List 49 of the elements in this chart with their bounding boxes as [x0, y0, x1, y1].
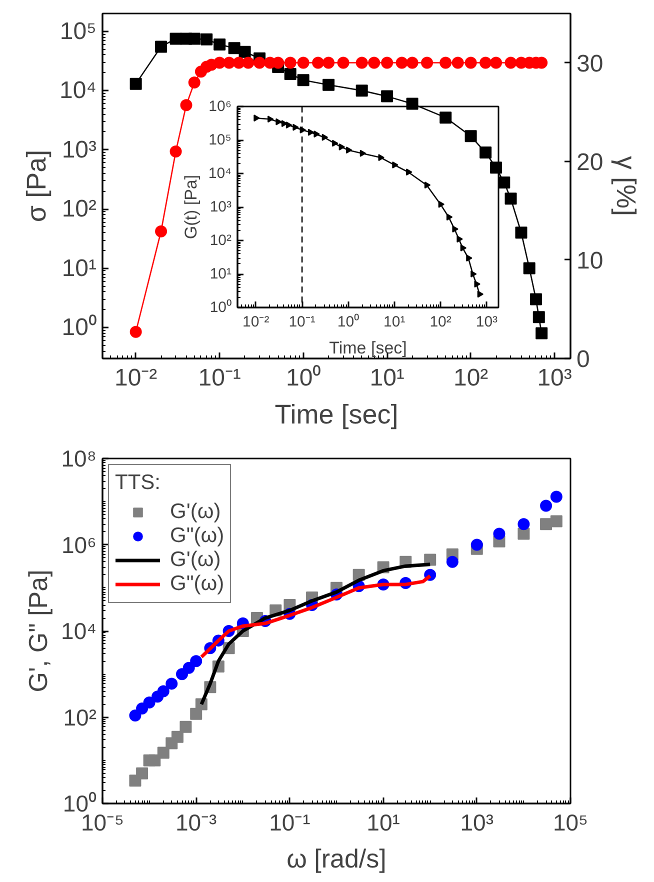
- y-tick-label: 10⁴: [208, 165, 232, 182]
- y2-tick-label: 20: [576, 148, 604, 176]
- x-tick-label: 10²: [430, 314, 452, 330]
- y-tick-label: 10³: [62, 136, 97, 164]
- y-tick-label: 10⁶: [208, 98, 232, 115]
- y-tick-label: 10²: [63, 704, 97, 730]
- y-tick-label: 10⁸: [61, 446, 97, 472]
- x-tick-label: 10⁵: [552, 810, 588, 836]
- legend-label: G"(ω): [170, 572, 224, 596]
- x-tick-label: 10¹: [384, 314, 406, 330]
- legend-label: G'(ω): [170, 548, 221, 572]
- y-tick-label: 10⁵: [208, 132, 232, 148]
- legend-label: G'(ω): [170, 500, 221, 524]
- y-tick-label: 10⁰: [210, 299, 232, 316]
- y-tick-label: 10³: [210, 198, 232, 216]
- y2-tick-label: 10: [576, 247, 604, 274]
- x-axis-title: ω [rad/s]: [286, 844, 386, 874]
- x-tick-label: 10¹: [370, 364, 404, 392]
- y-tick-label: 10¹: [210, 266, 232, 282]
- y-tick-label: 10⁴: [59, 77, 97, 104]
- y-axis-title: G(t) [Pa]: [181, 174, 200, 240]
- x-axis-title: Time [sec]: [329, 338, 407, 358]
- y-tick-label: 10¹: [62, 254, 97, 282]
- y-axis-title: G', G" [Pa]: [23, 570, 54, 692]
- x-tick-label: 10⁻¹: [198, 364, 241, 392]
- y-tick-label: 10²: [62, 196, 97, 223]
- y-tick-label: 10⁵: [60, 18, 97, 45]
- y-tick-label: 10⁴: [61, 618, 97, 644]
- x-tick-label: 10²: [453, 364, 488, 392]
- y-axis-title: σ [Pa]: [21, 150, 52, 222]
- x-tick-label: 10³: [460, 810, 494, 836]
- x-tick-label: 10⁰: [286, 364, 321, 392]
- x-tick-label: 10⁻¹: [269, 810, 311, 836]
- x-tick-label: 10⁻¹: [288, 314, 316, 330]
- x-tick-label: 10³: [476, 314, 498, 330]
- legend-label: G"(ω): [170, 524, 224, 548]
- x-tick-label: 10⁰: [337, 314, 360, 330]
- x-tick-label: 10⁻³: [175, 810, 218, 836]
- y2-tick-label: 0: [576, 346, 590, 373]
- x-tick-label: 10³: [537, 364, 572, 392]
- x-axis-title: Time [sec]: [274, 400, 398, 430]
- y-tick-label: 10⁶: [61, 532, 97, 558]
- y2-axis-title: γ [%]: [611, 156, 642, 216]
- x-tick-label: 10⁻²: [114, 364, 158, 392]
- x-tick-label: 10⁻²: [242, 314, 270, 330]
- x-tick-label: 10¹: [366, 810, 400, 836]
- legend-title: TTS:: [115, 471, 162, 495]
- y-tick-label: 10²: [210, 232, 232, 249]
- y2-tick-label: 30: [576, 50, 604, 78]
